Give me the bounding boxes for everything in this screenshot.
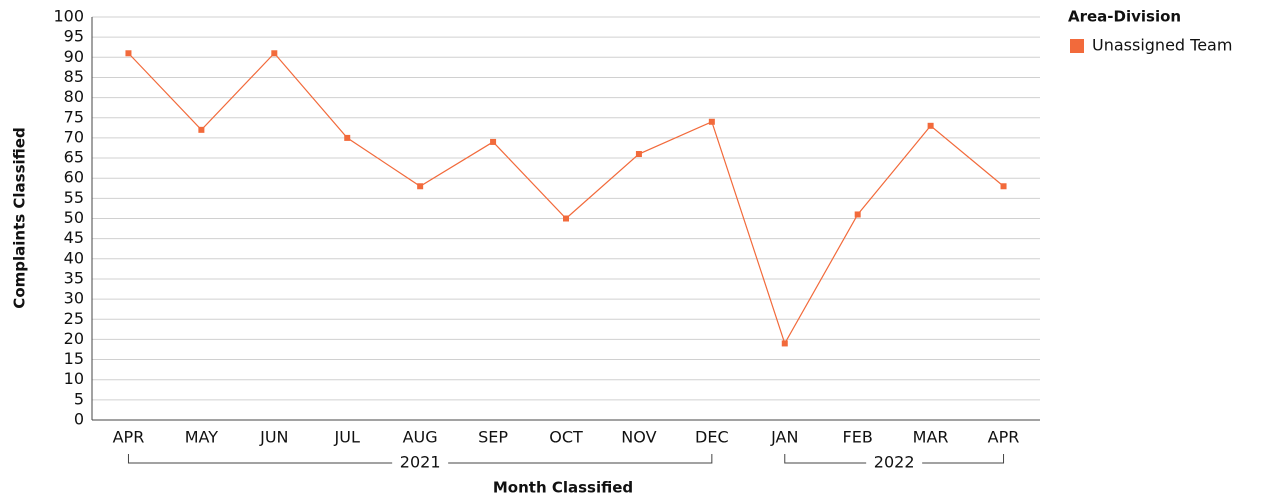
group-bracket bbox=[127, 454, 713, 464]
point-marker bbox=[344, 134, 351, 141]
point-marker bbox=[635, 151, 642, 158]
y-tick-label: 5 bbox=[74, 389, 84, 408]
y-tick-label: 10 bbox=[64, 369, 84, 388]
x-tick-label: DEC bbox=[695, 428, 729, 447]
x-tick-label: APR bbox=[988, 428, 1020, 447]
y-tick-label: 75 bbox=[64, 107, 84, 126]
point-marker bbox=[417, 183, 424, 190]
x-tick-label: JUL bbox=[334, 428, 360, 447]
y-tick-label: 40 bbox=[64, 248, 84, 267]
x-tick-label: APR bbox=[113, 428, 145, 447]
y-tick-label: 55 bbox=[64, 188, 84, 207]
y-tick-label: 80 bbox=[64, 87, 84, 106]
x-tick-label: NOV bbox=[621, 428, 656, 447]
point-marker bbox=[563, 215, 569, 222]
x-tick-label: FEB bbox=[843, 428, 873, 447]
y-axis-label: Complaints Classified bbox=[11, 127, 29, 308]
point-marker bbox=[490, 138, 497, 145]
legend-title: Area-Division bbox=[1068, 8, 1181, 26]
point-marker bbox=[927, 122, 934, 129]
point-marker bbox=[125, 50, 132, 57]
group-label: 2021 bbox=[400, 453, 441, 472]
x-tick-label: MAY bbox=[185, 428, 219, 447]
y-tick-label: 25 bbox=[64, 309, 84, 328]
group-label: 2022 bbox=[874, 453, 915, 472]
y-tick-label: 15 bbox=[64, 349, 84, 368]
x-tick-label: OCT bbox=[549, 428, 583, 447]
y-tick-label: 50 bbox=[64, 208, 84, 227]
legend-swatch bbox=[1070, 39, 1084, 53]
point-marker bbox=[781, 340, 788, 347]
y-tick-label: 70 bbox=[64, 127, 84, 146]
point-marker bbox=[271, 50, 278, 57]
y-tick-label: 20 bbox=[64, 329, 84, 348]
y-tick-label: 90 bbox=[64, 47, 84, 66]
x-tick-label: AUG bbox=[403, 428, 438, 447]
x-axis-label: Month Classified bbox=[493, 479, 633, 496]
group-bracket bbox=[784, 454, 1005, 464]
x-tick-label: SEP bbox=[478, 428, 508, 447]
point-marker bbox=[854, 211, 861, 218]
y-tick-label: 100 bbox=[53, 7, 84, 26]
y-tick-label: 35 bbox=[64, 268, 84, 287]
y-tick-label: 60 bbox=[64, 168, 84, 187]
y-tick-label: 85 bbox=[64, 67, 84, 86]
y-tick-label: 0 bbox=[74, 410, 84, 429]
x-tick-label: MAR bbox=[913, 428, 949, 447]
legend-label: Unassigned Team bbox=[1092, 36, 1232, 55]
y-tick-label: 45 bbox=[64, 228, 84, 247]
y-tick-label: 95 bbox=[64, 27, 84, 46]
point-marker bbox=[198, 126, 205, 133]
x-tick-label: JUN bbox=[259, 428, 288, 447]
y-tick-label: 65 bbox=[64, 148, 84, 167]
y-tick-label: 30 bbox=[64, 289, 84, 308]
point-marker bbox=[708, 118, 715, 125]
x-tick-label: JAN bbox=[770, 428, 798, 447]
point-marker bbox=[1000, 183, 1007, 190]
